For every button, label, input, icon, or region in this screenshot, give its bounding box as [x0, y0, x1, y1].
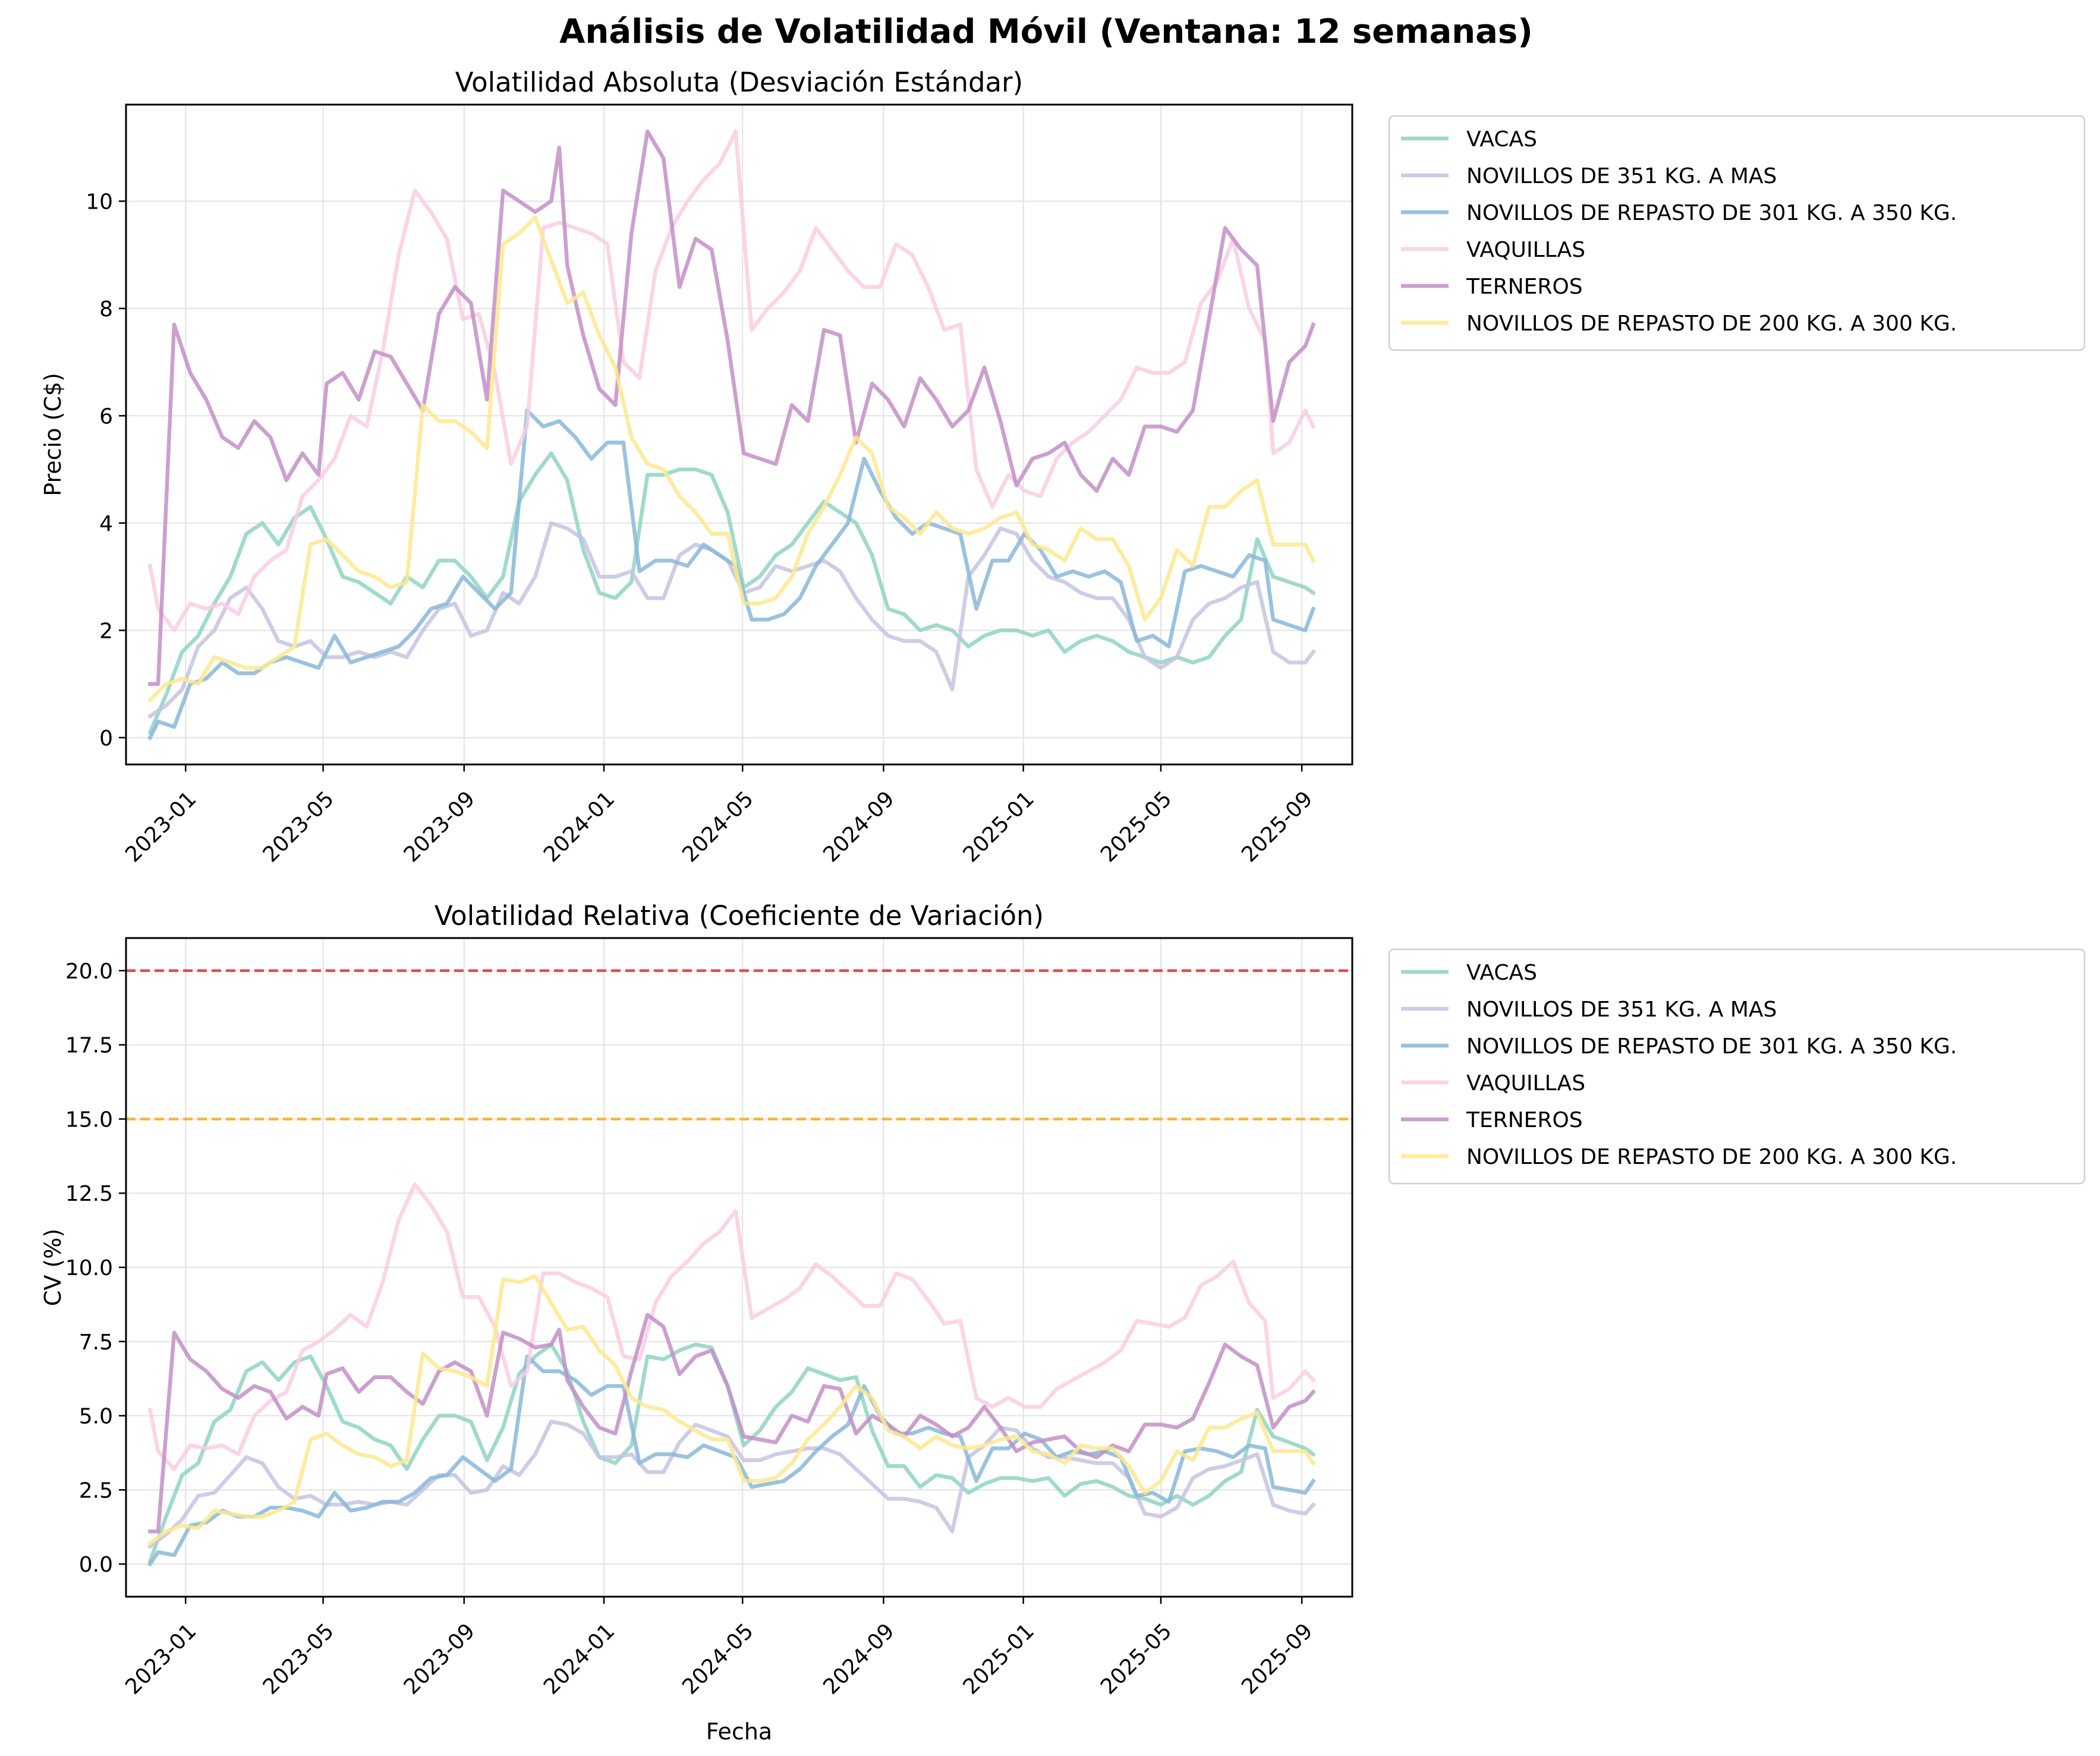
chart1-legend-label-novillos-de-351-kg-a-mas: NOVILLOS DE 351 KG. A MAS: [1466, 164, 1777, 188]
chart1-title: Volatilidad Absoluta (Desviación Estánda…: [455, 67, 1023, 98]
chart2-y-tick-label: 17.5: [65, 1034, 113, 1058]
chart2-legend-label-novillos-de-repasto-de-200-kg-a-300-kg: NOVILLOS DE REPASTO DE 200 KG. A 300 KG.: [1466, 1145, 1957, 1169]
chart1-y-tick-label: 2: [99, 619, 113, 643]
chart1-y-tick-label: 0: [99, 726, 113, 751]
chart1-series-line-novillos-de-repasto-de-200-kg-a-300-kg: [147, 215, 1316, 703]
chart2-legend-label-vaquillas: VAQUILLAS: [1466, 1071, 1585, 1096]
chart1-legend-frame: [1388, 115, 2086, 351]
chart2-series-line-terneros: [148, 1313, 1316, 1534]
chart1-y-tick-label: 8: [99, 297, 113, 322]
chart1-axes-frame: [125, 103, 1353, 766]
chart1-legend-label-vaquillas: VAQUILLAS: [1466, 238, 1585, 262]
chart1-y-tick-label: 6: [99, 404, 113, 429]
chart2-y-tick-label: 5.0: [79, 1405, 113, 1429]
chart2-series-line-novillos-de-repasto-de-200-kg-a-300-kg: [147, 1274, 1316, 1546]
chart1-legend-label-novillos-de-repasto-de-200-kg-a-300-kg: NOVILLOS DE REPASTO DE 200 KG. A 300 KG.: [1466, 311, 1957, 336]
chart2-legend-label-novillos-de-repasto-de-301-kg-a-350-kg: NOVILLOS DE REPASTO DE 301 KG. A 350 KG.: [1466, 1034, 1957, 1059]
chart2-legend-label-terneros: TERNEROS: [1466, 1108, 1583, 1132]
chart1-legend-label-terneros: TERNEROS: [1466, 275, 1583, 299]
chart1-series-group: [147, 129, 1316, 741]
chart2-title: Volatilidad Relativa (Coeficiente de Var…: [435, 900, 1044, 932]
chart2-legend: VACAS NOVILLOS DE 351 KG. A MAS NOVILLOS D…: [1388, 948, 2086, 1185]
chart2-x-axis-label: Fecha: [706, 1719, 772, 1745]
chart2-y-tick-label: 10.0: [65, 1256, 113, 1280]
absolute-volatility-chart: 2023-01 2023-05 2023-09 2024-01 2024-05 2024-…: [40, 67, 2086, 867]
chart2-y-axis-label: CV (%): [40, 1229, 66, 1306]
chart2-y-tick-label: 15.0: [65, 1107, 113, 1132]
chart2-y-tick-label: 7.5: [79, 1330, 113, 1355]
chart2-y-tick-label: 2.5: [79, 1478, 113, 1503]
chart1-y-tick-label: 4: [99, 512, 113, 536]
chart1-legend-label-novillos-de-repasto-de-301-kg-a-350-kg: NOVILLOS DE REPASTO DE 301 KG. A 350 KG.: [1466, 201, 1957, 225]
figure-title: Análisis de Volatilidad Móvil (Ventana: …: [559, 12, 1533, 51]
chart2-y-tick-label: 20.0: [65, 959, 113, 984]
chart2-series-group: [147, 1182, 1316, 1567]
chart1-legend-label-vacas: VACAS: [1466, 127, 1537, 152]
chart2-y-tick-label: 12.5: [65, 1182, 113, 1206]
chart1-legend: VACAS NOVILLOS DE 351 KG. A MAS NOVILLOS D…: [1388, 115, 2086, 351]
chart2-legend-frame: [1388, 948, 2086, 1185]
chart2-series-line-vaquillas: [147, 1182, 1316, 1471]
chart1-y-axis-label: Precio (C$): [40, 373, 66, 496]
chart1-series-line-vacas: [147, 451, 1316, 735]
chart1-y-tick-label: 10: [86, 190, 113, 214]
chart2-y-tick-label: 0.0: [79, 1553, 113, 1577]
chart1-series-line-terneros: [148, 129, 1316, 686]
chart1-series-line-vaquillas: [147, 129, 1316, 632]
chart2-legend-label-novillos-de-351-kg-a-mas: NOVILLOS DE 351 KG. A MAS: [1466, 997, 1777, 1022]
chart2-legend-label-vacas: VACAS: [1466, 961, 1537, 985]
